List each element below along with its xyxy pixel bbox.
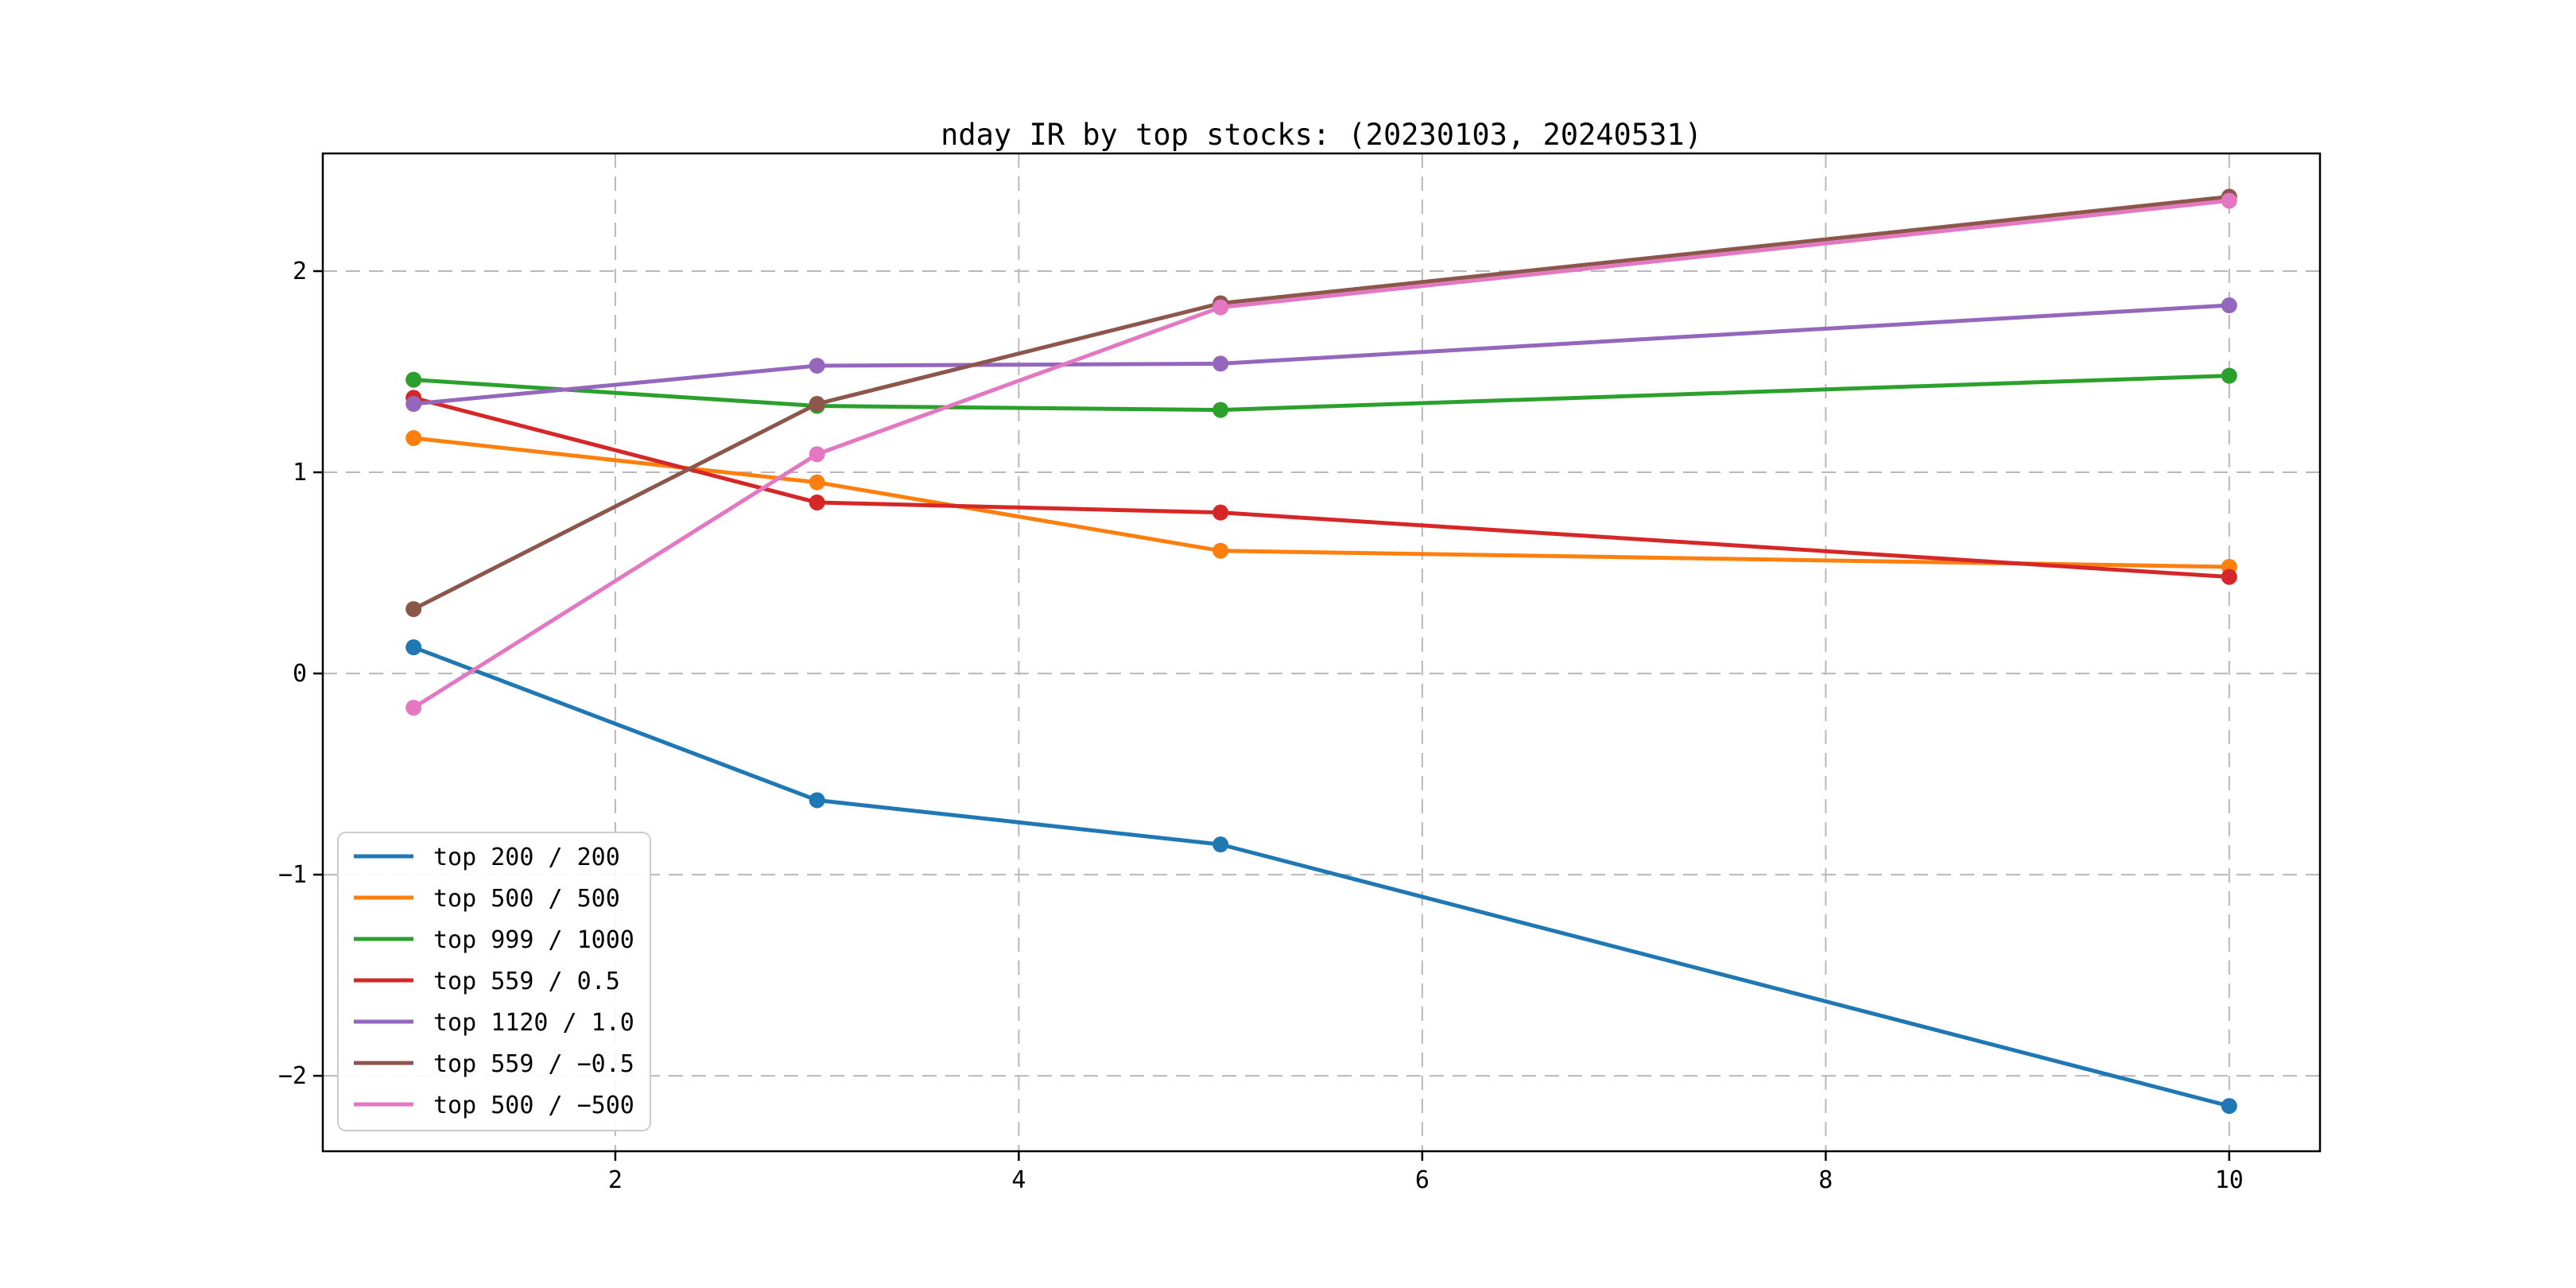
data-point-marker	[1212, 402, 1229, 418]
legend-label: top 559 / 0.5	[433, 968, 620, 995]
data-point-marker	[2221, 367, 2237, 384]
data-point-marker	[809, 792, 825, 809]
legend-label: top 559 / −0.5	[433, 1050, 634, 1078]
series-line-5	[411, 194, 2232, 611]
data-point-marker	[809, 396, 825, 413]
data-point-marker	[809, 446, 825, 463]
x-tick-label: 6	[1415, 1166, 1430, 1194]
y-tick-label: −1	[278, 861, 307, 889]
data-point-marker	[2221, 568, 2237, 585]
series-line-1	[411, 436, 2232, 569]
data-point-marker	[1212, 299, 1229, 316]
series-line-3	[411, 395, 2232, 580]
x-tick-label: 2	[608, 1166, 623, 1194]
data-point-marker	[1212, 836, 1229, 853]
series-line-0	[411, 645, 2232, 1108]
data-point-marker	[405, 601, 422, 618]
data-point-marker	[405, 639, 422, 656]
data-point-marker	[809, 357, 825, 374]
data-point-marker	[1212, 542, 1229, 559]
data-point-marker	[1212, 355, 1229, 372]
y-tick-label: 1	[293, 459, 307, 487]
data-point-marker	[809, 474, 825, 491]
chart-title: nday IR by top stocks: (20230103, 202405…	[941, 118, 1702, 152]
legend-label: top 500 / −500	[433, 1092, 634, 1119]
y-tick-label: 2	[293, 258, 307, 285]
legend-label: top 200 / 200	[433, 844, 620, 871]
y-tick-label: 0	[293, 660, 307, 688]
y-tick-label: −2	[278, 1062, 307, 1090]
data-point-marker	[2221, 1098, 2237, 1115]
x-tick-label: 10	[2215, 1166, 2244, 1194]
legend-label: top 500 / 500	[433, 885, 620, 913]
legend-box	[337, 832, 651, 1131]
series-line-4	[411, 303, 2232, 406]
data-point-marker	[2221, 192, 2237, 209]
data-point-marker	[809, 494, 825, 510]
data-point-marker	[405, 700, 422, 716]
x-tick-label: 4	[1011, 1166, 1026, 1194]
series-line-6	[411, 198, 2232, 710]
legend-label: top 1120 / 1.0	[433, 1009, 634, 1037]
data-point-marker	[1212, 504, 1229, 521]
data-point-marker	[405, 371, 422, 388]
data-point-marker	[2221, 297, 2237, 314]
x-tick-label: 8	[1818, 1166, 1833, 1194]
data-point-marker	[405, 396, 422, 413]
plot-area-spines	[321, 152, 2322, 1153]
series-line-2	[411, 374, 2232, 413]
data-point-marker	[405, 430, 422, 447]
legend-label: top 999 / 1000	[433, 926, 634, 954]
